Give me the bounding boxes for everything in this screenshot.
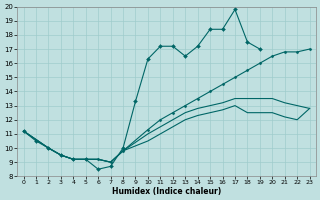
- X-axis label: Humidex (Indice chaleur): Humidex (Indice chaleur): [112, 187, 221, 196]
